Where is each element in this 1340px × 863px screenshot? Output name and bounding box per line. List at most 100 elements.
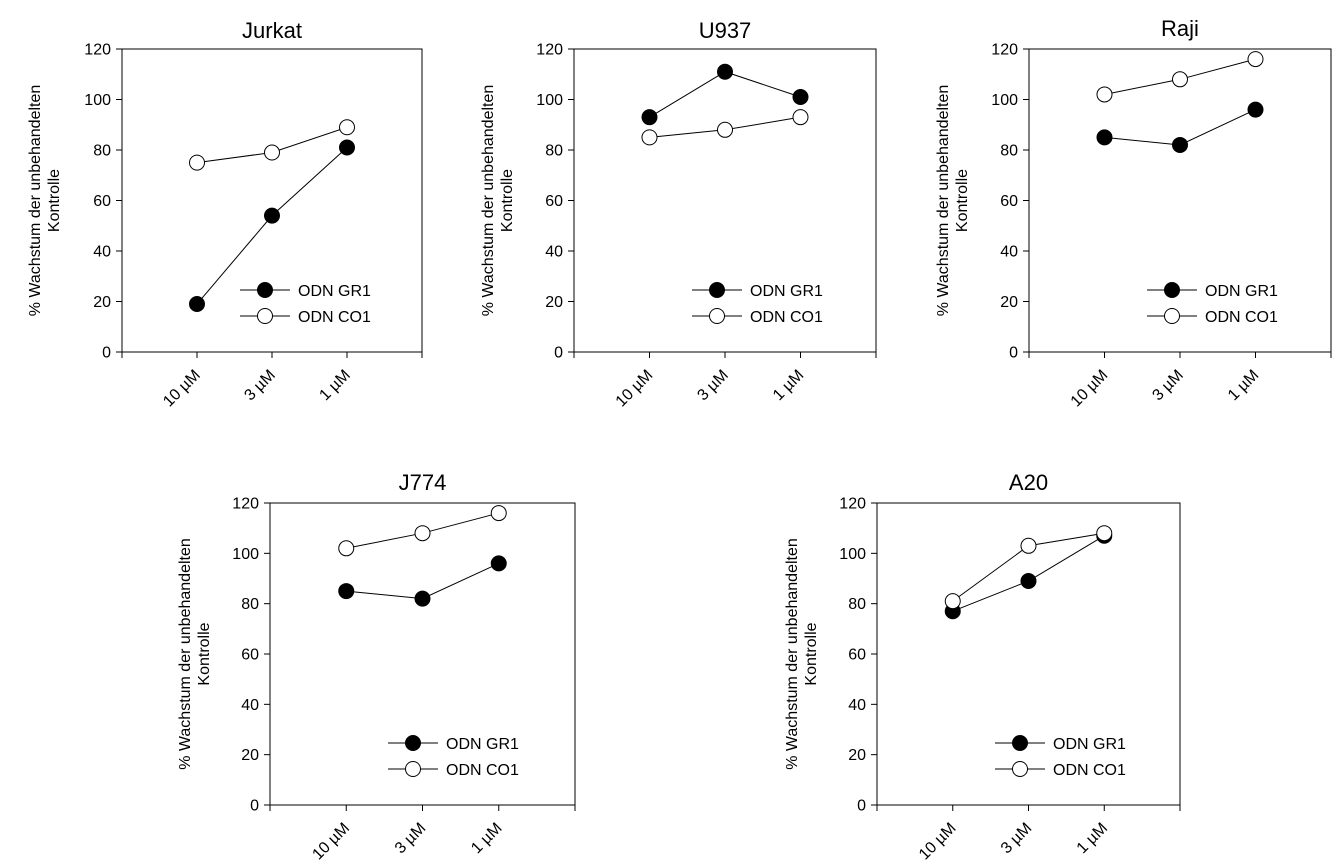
chart-4-y-tick-label: 100 — [232, 546, 259, 563]
chart-3-x-tick-label: 1 µM — [1225, 367, 1262, 404]
chart-4-title: J774 — [399, 470, 447, 495]
chart-4-y-axis-label-line: Kontrolle — [196, 622, 213, 685]
chart-5-series-2-point — [1096, 525, 1113, 542]
chart-1-y-tick-label: 0 — [102, 345, 111, 362]
chart-3-x-tick-label: 3 µM — [1149, 367, 1186, 404]
chart-3-x-tick-label: 10 µM — [1068, 367, 1112, 411]
chart-2-y-tick-label: 20 — [545, 294, 563, 311]
chart-3-title: Raji — [1161, 16, 1199, 41]
chart-1-series-2-point — [339, 119, 355, 136]
chart-3-y-axis-label-line: Kontrolle — [954, 169, 971, 232]
chart-1-x-tick-label: 1 µM — [316, 367, 353, 404]
chart-5-y-tick-label: 0 — [857, 798, 866, 815]
chart-4-y-tick-label: 80 — [241, 596, 259, 613]
chart-4-y-axis-label-line: % Wachstum der unbehandelten — [177, 538, 194, 770]
chart-2-legend-label: ODN CO1 — [750, 309, 823, 326]
chart-2-series-1-point — [717, 63, 733, 80]
chart-1-legend-marker — [257, 308, 273, 324]
chart-5-series-2-point — [1020, 537, 1037, 554]
chart-5-legend-marker — [1012, 735, 1028, 751]
chart-1-y-axis-label: % Wachstum der unbehandelten Kontrolle — [27, 85, 63, 317]
chart-4-y-tick-label: 0 — [250, 798, 259, 815]
chart-2-title: U937 — [699, 18, 752, 43]
chart-2-y-tick-label: 80 — [545, 143, 563, 160]
chart-5-legend-marker — [1012, 761, 1028, 777]
chart-2-legend-marker — [709, 282, 725, 298]
chart-1-series-1-line — [196, 147, 348, 305]
chart-4-legend-marker — [405, 735, 421, 751]
chart-3-y-axis-label: % Wachstum der unbehandelten Kontrolle — [935, 85, 971, 317]
chart-2-y-tick-label: 100 — [536, 92, 563, 109]
chart-3-series-2-point — [1247, 51, 1264, 68]
chart-4-legend-marker — [405, 761, 421, 777]
chart-1-y-tick-label: 100 — [84, 92, 111, 109]
chart-2-x-tick-label: 3 µM — [694, 367, 731, 404]
chart-3-y-tick-label: 40 — [1000, 244, 1018, 261]
chart-3-plot-frame — [1028, 48, 1332, 353]
chart-5-y-axis-label-line: % Wachstum der unbehandelten — [784, 538, 801, 770]
chart-2-legend-marker — [709, 308, 725, 324]
chart-3-series-2-point — [1172, 71, 1188, 88]
chart-2-y-tick-label: 60 — [545, 193, 563, 210]
chart-2-y-tick-label: 0 — [554, 345, 563, 362]
chart-1-y-axis-label-line: % Wachstum der unbehandelten — [27, 85, 44, 317]
chart-5-y-tick-label: 80 — [848, 596, 866, 613]
chart-3-y-tick-label: 60 — [1000, 193, 1018, 210]
chart-4-y-tick-label: 20 — [241, 747, 259, 764]
chart-2-legend-label: ODN GR1 — [750, 283, 823, 300]
chart-5-series-2-point — [944, 593, 961, 610]
chart-4-plot-frame — [269, 502, 576, 806]
chart-1-y-axis-label-line: Kontrolle — [46, 169, 63, 232]
chart-4-series-1-point — [490, 555, 507, 572]
chart-1-series-2-point — [264, 144, 280, 161]
chart-2-y-axis-label: % Wachstum der unbehandelten Kontrolle — [480, 85, 516, 317]
chart-3-y-tick-label: 20 — [1000, 294, 1018, 311]
chart-5-y-tick-label: 60 — [848, 647, 866, 664]
chart-4-y-tick-label: 40 — [241, 697, 259, 714]
chart-2-x-tick-label: 10 µM — [613, 367, 657, 411]
chart-1-series-2-point — [189, 154, 205, 171]
chart-3-legend-marker — [1164, 308, 1180, 324]
chart-3-y-tick-label: 0 — [1009, 345, 1018, 362]
chart-4-legend-label: ODN GR1 — [446, 736, 519, 753]
chart-4-legend-label: ODN CO1 — [446, 762, 519, 779]
chart-5-x-tick-label: 10 µM — [916, 820, 960, 863]
chart-1-series-1-point — [189, 296, 205, 313]
chart-5: A20 0 20 40 60 80 100 120 10 µM 3 µM 1 µM % Wachstu… — [784, 470, 1181, 863]
chart-2-series-1-point — [641, 109, 658, 126]
chart-1-y-tick-label: 20 — [93, 294, 111, 311]
chart-2-x-tick-label: 1 µM — [770, 367, 807, 404]
chart-3-series-2-point — [1096, 86, 1113, 103]
chart-2-series-2-point — [792, 109, 809, 126]
chart-3-series-1-point — [1172, 136, 1188, 153]
chart-4-series-2-point — [414, 525, 431, 542]
chart-5-legend-label: ODN GR1 — [1053, 736, 1126, 753]
chart-4: J774 0 20 40 60 80 100 120 10 µM 3 µM 1 µM % Wachst… — [177, 470, 576, 863]
chart-1-title: Jurkat — [242, 18, 302, 43]
chart-1: Jurkat 0 20 40 60 80 100 120 10 µM 3 µM 1 µM % Wach… — [27, 18, 423, 411]
chart-4-y-axis-label: % Wachstum der unbehandelten Kontrolle — [177, 538, 213, 770]
chart-1-y-tick-label: 60 — [93, 193, 111, 210]
chart-4-series-1-point — [338, 583, 355, 600]
chart-4-x-tick-label: 1 µM — [468, 820, 505, 857]
chart-5-legend-label: ODN CO1 — [1053, 762, 1126, 779]
chart-5-y-tick-label: 100 — [839, 546, 866, 563]
chart-1-plot-frame — [121, 48, 423, 353]
chart-3-legend-marker — [1164, 282, 1180, 298]
chart-1-x-tick-label: 3 µM — [241, 367, 278, 404]
chart-2-y-axis-label-line: Kontrolle — [499, 169, 516, 232]
chart-3-y-tick-label: 100 — [991, 92, 1018, 109]
chart-5-y-axis-label-line: Kontrolle — [803, 622, 820, 685]
chart-4-y-tick-label: 120 — [232, 496, 259, 513]
chart-5-title: A20 — [1009, 470, 1048, 495]
chart-1-x-tick-label: 10 µM — [160, 367, 204, 411]
chart-4-x-tick-label: 3 µM — [392, 820, 429, 857]
chart-4-series-1-point — [414, 590, 431, 607]
chart-3-y-tick-label: 80 — [1000, 143, 1018, 160]
chart-4-y-tick-label: 60 — [241, 647, 259, 664]
chart-1-legend-label: ODN GR1 — [298, 283, 371, 300]
chart-2-plot-frame — [573, 48, 877, 353]
chart-1-y-tick-label: 40 — [93, 244, 111, 261]
chart-4-series-2-point — [338, 540, 355, 557]
